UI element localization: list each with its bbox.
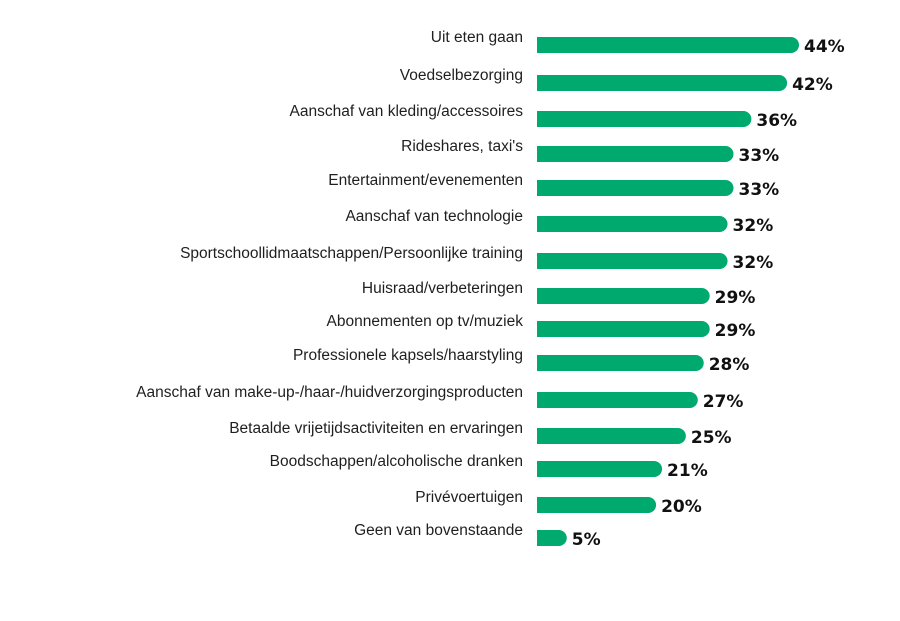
bar xyxy=(537,355,704,371)
category-label: Aanschaf van technologie xyxy=(345,208,523,225)
bar xyxy=(537,461,663,477)
category-label: Rideshares, taxi's xyxy=(401,138,523,155)
value-label: 27% xyxy=(703,392,744,412)
category-label: Voedselbezorging xyxy=(400,67,523,84)
bar xyxy=(537,321,710,337)
category-label: Geen van bovenstaande xyxy=(354,522,523,539)
bar xyxy=(537,146,734,162)
category-label: Professionele kapsels/haarstyling xyxy=(293,347,523,364)
category-label: Aanschaf van make-up-/haar-/huidverzorgi… xyxy=(136,384,523,401)
value-label: 5% xyxy=(572,530,601,550)
category-label: Abonnementen op tv/muziek xyxy=(327,313,524,330)
bars-group xyxy=(537,37,799,546)
category-labels-group: Uit eten gaan Voedselbezorging Aanschaf va… xyxy=(136,29,523,539)
value-labels-group: 44% 42% 36% 33% 33% 32% 32% 29% 29% 28% 27% 25% 21% 2… xyxy=(572,37,845,550)
category-label: Uit eten gaan xyxy=(431,29,523,46)
bar xyxy=(537,216,728,232)
value-label: 20% xyxy=(661,497,702,517)
category-label: Betaalde vrijetijdsactiviteiten en ervar… xyxy=(229,420,523,437)
bar xyxy=(537,288,710,304)
bar xyxy=(537,530,567,546)
bar xyxy=(537,37,799,53)
value-label: 29% xyxy=(715,321,756,341)
value-label: 42% xyxy=(792,75,833,95)
bar xyxy=(537,180,734,196)
bar xyxy=(537,75,788,91)
category-label: Privévoertuigen xyxy=(415,489,523,506)
bar xyxy=(537,428,686,444)
value-label: 33% xyxy=(739,146,780,166)
bar xyxy=(537,497,657,513)
category-label: Entertainment/evenementen xyxy=(328,172,523,189)
category-label: Sportschoollidmaatschappen/Persoonlijke … xyxy=(180,245,523,262)
value-label: 29% xyxy=(715,288,756,308)
value-label: 21% xyxy=(667,461,708,481)
value-label: 28% xyxy=(709,355,750,375)
value-label: 32% xyxy=(733,253,774,273)
category-label: Huisraad/verbeteringen xyxy=(362,280,523,297)
value-label: 32% xyxy=(733,216,774,236)
value-label: 44% xyxy=(804,37,845,57)
value-label: 33% xyxy=(739,180,780,200)
bar xyxy=(537,253,728,269)
bar xyxy=(537,392,698,408)
category-label: Boodschappen/alcoholische dranken xyxy=(270,453,523,470)
bar xyxy=(537,111,752,127)
value-label: 25% xyxy=(691,428,732,448)
value-label: 36% xyxy=(756,111,797,131)
category-label: Aanschaf van kleding/accessoires xyxy=(290,103,524,120)
